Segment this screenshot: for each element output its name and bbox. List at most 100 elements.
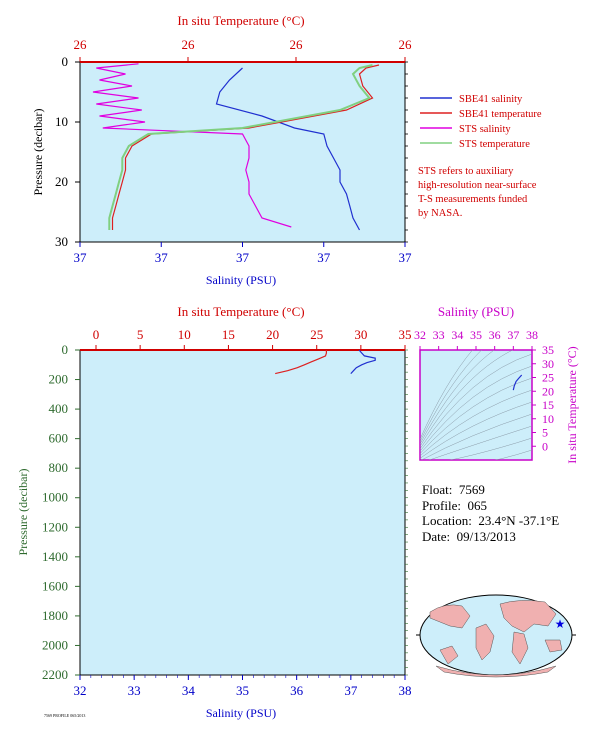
lower-top-tick-label: 15 [222,327,235,342]
date-row: Date: 09/13/2013 [422,529,559,545]
lower-bottom-tick-label: 32 [74,683,87,698]
ts-density-contour [420,413,532,460]
lower-bottom-tick-label: 37 [344,683,358,698]
ts-top-tick-label: 36 [489,328,501,342]
upper-series-line-2 [92,63,292,228]
ts-density-contour [420,401,532,459]
legend-label: STS temperature [459,139,530,150]
lower-profile-chart: In situ Temperature (°C) 0 5 10 15 20 25 30 35 … [16,304,412,720]
lower-bottom-tick-label: 36 [290,683,304,698]
date-label: Date: [422,528,451,544]
legend-label: SBE41 temperature [459,109,542,120]
upper-top-axis-title: In situ Temperature (°C) [177,13,304,28]
ts-top-axis-title: Salinity (PSU) [438,304,514,319]
lower-y-tick-label: 1200 [42,519,68,534]
ts-right-tick-label: 0 [542,439,548,453]
lower-plot-area [79,349,406,676]
ts-density-contour [420,377,532,454]
lower-top-tick-label: 10 [178,327,191,342]
lower-bottom-tick-label: 35 [236,683,249,698]
ts-density-contour [420,365,532,452]
lower-y-tick-label: 1600 [42,578,68,593]
lower-bottom-tick-label: 33 [128,683,141,698]
lower-y-tick-label: 2000 [42,637,68,652]
lower-y-tick-label: 2200 [42,667,68,682]
lower-top-tick-label: 30 [354,327,367,342]
ts-density-contour [428,425,532,460]
upper-y-tick-label: 10 [55,114,68,129]
lower-y-ticks: 0 200 400 600 800 1000 1200 1400 1600 1800 2000 220… [42,342,408,682]
date-value: 09/13/2013 [456,528,516,544]
lower-temperature-line [275,350,327,375]
ts-density-contour [420,353,532,449]
ts-right-tick-label: 10 [542,412,554,426]
ts-density-contour [449,437,532,460]
lower-top-axis-title: In situ Temperature (°C) [177,304,304,319]
legend-label: STS salinity [459,124,511,135]
sts-note-line-4: by NASA. [418,208,462,219]
location-value: 23.4°N -37.1°E [478,513,560,528]
legend-label: SBE41 salinity [459,94,523,105]
lower-top-tick-label: 5 [137,327,144,342]
ts-right-tick-label: 15 [542,398,554,412]
lower-top-tick-label: 20 [266,327,279,342]
ts-right-tick-label: 25 [542,371,554,385]
lower-y-tick-label: 400 [49,401,69,416]
ts-profile-line [512,374,523,391]
upper-bottom-tick-label: 37 [74,250,88,265]
ts-top-tick-label: 38 [526,328,538,342]
profile-row: Profile: 065 [422,498,559,514]
upper-y-tick-label: 30 [55,234,68,249]
upper-legend: SBE41 salinity SBE41 temperature STS salin… [420,94,542,150]
upper-profile-chart: In situ Temperature (°C) 26 26 26 26 0 10 20 3… [31,13,412,287]
upper-series-group [92,63,380,231]
upper-series-line-3 [108,64,373,230]
world-map-land [429,600,563,678]
lower-top-ticks: 0 5 10 15 20 25 30 35 [93,327,412,350]
ts-density-contour [420,350,495,445]
float-label: Float: [422,482,453,497]
ts-series-group [512,374,523,391]
lower-top-tick-label: 0 [93,327,100,342]
upper-bottom-tick-label: 37 [155,250,169,265]
ts-top-tick-label: 33 [433,328,445,342]
upper-bottom-ticks: 37 37 37 37 37 [74,242,412,265]
sts-note-line-1: STS refers to auxiliary [418,166,514,177]
lower-top-tick-label: 25 [310,327,323,342]
upper-x-axis-title: Salinity (PSU) [206,273,276,287]
sts-note: STS refers to auxiliary high-resolution … [418,166,537,219]
lower-y-axis-title: Pressure (decibar) [16,469,30,556]
lower-bottom-ticks: 32 33 34 35 36 37 38 [74,675,412,698]
ts-density-contours [420,350,532,460]
profile-label: Profile: [422,497,461,513]
ts-top-tick-label: 35 [470,328,482,342]
lower-bottom-tick-label: 38 [399,683,412,698]
ts-top-tick-label: 32 [414,328,426,342]
ts-density-contour [494,449,532,460]
ts-top-tick-label: 34 [451,328,463,342]
ts-top-ticks: 32 33 34 35 36 37 38 [414,328,538,350]
float-value: 7569 [458,482,485,497]
float-info-block: Float: 7569 Profile: 065 Location: 23.4°… [422,482,559,544]
upper-y-tick-label: 0 [62,54,69,69]
footer-code: 7569 PROFILE 065/2013 [44,713,85,718]
lower-series-group [275,349,376,375]
upper-series-line-0 [215,67,361,231]
ts-right-tick-label: 5 [542,426,548,440]
ts-right-axis-title: In situ Temperature (°C) [565,346,579,463]
world-map-inset: ★ [416,594,576,678]
location-label: Location: [422,513,472,528]
upper-bottom-tick-label: 37 [236,250,250,265]
upper-bottom-tick-label: 37 [317,250,331,265]
lower-y-tick-label: 600 [49,431,69,446]
lower-y-tick-label: 200 [49,372,69,387]
upper-top-tick-label: 26 [182,37,196,52]
ts-diagram: Salinity (PSU) 32 33 34 35 36 37 38 3530252015… [414,304,579,464]
lower-y-tick-label: 0 [62,342,69,357]
sts-note-line-2: high-resolution near-surface [418,180,537,191]
ts-density-contour [420,350,482,442]
upper-y-tick-label: 20 [55,174,68,189]
upper-top-tick-label: 26 [399,37,413,52]
lower-salinity-line [350,349,376,375]
